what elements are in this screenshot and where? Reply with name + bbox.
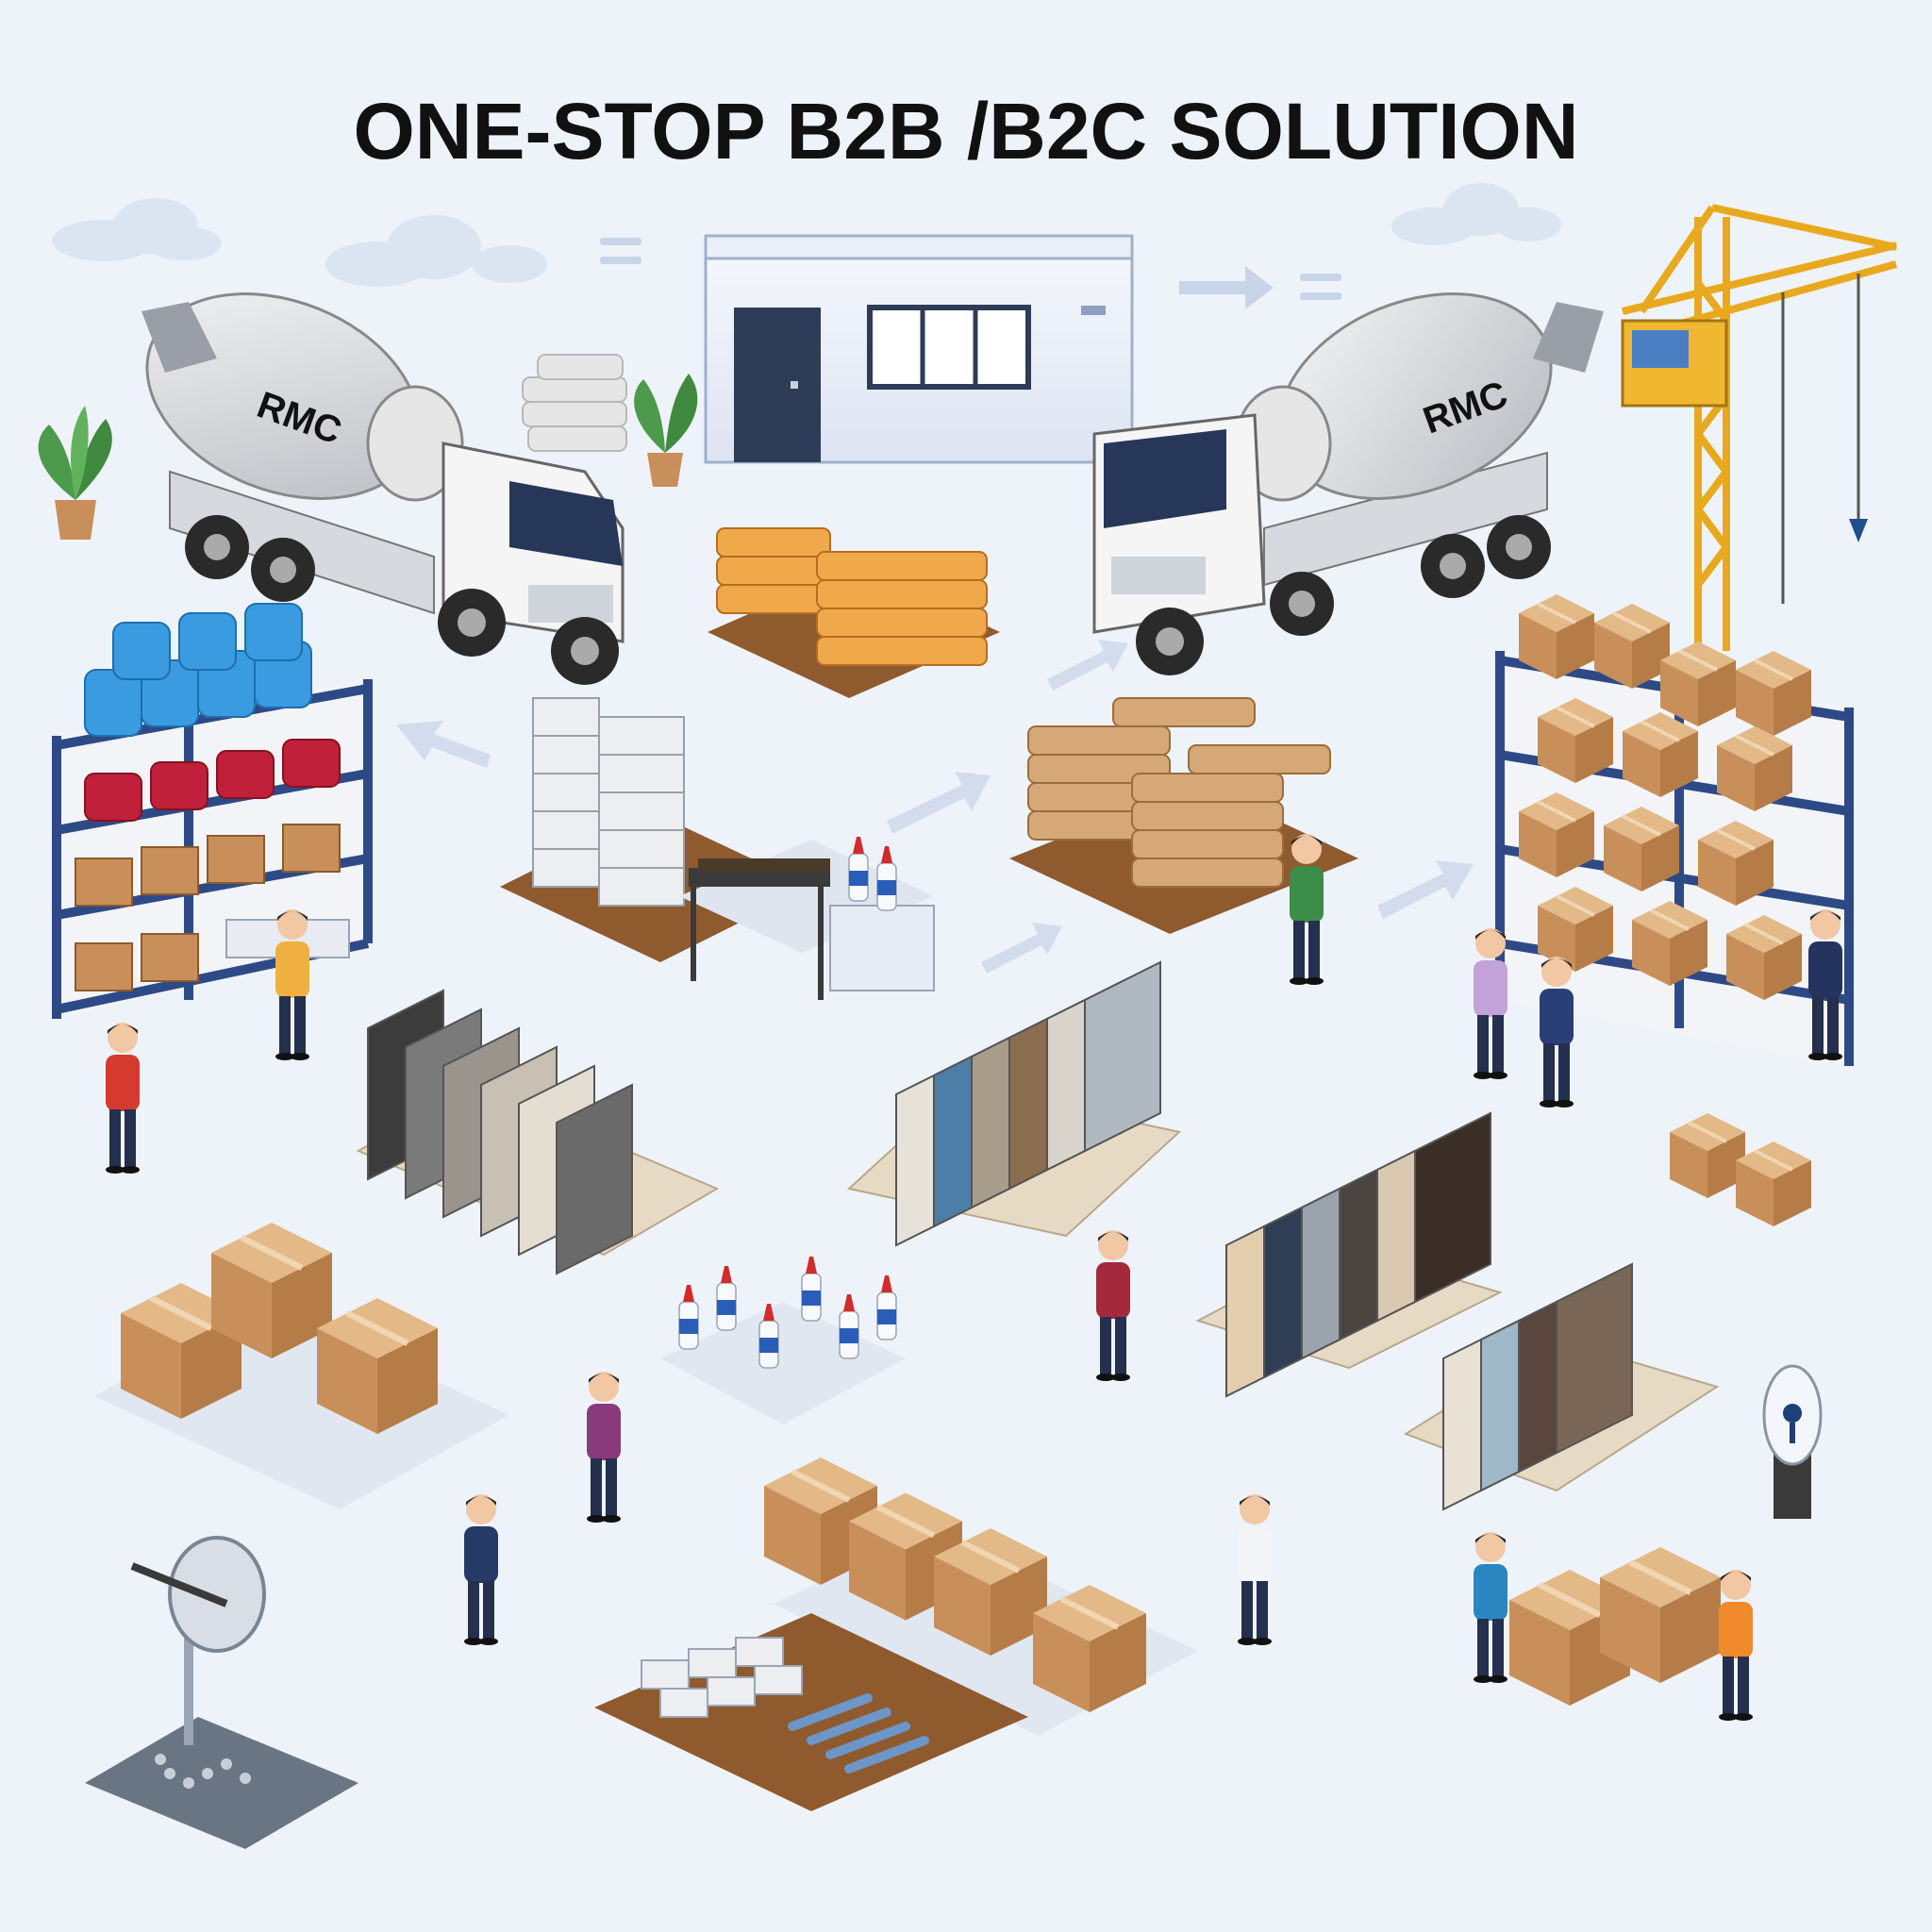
cardboard-bags-pallet [1009, 697, 1358, 934]
person-blue-shirt [1474, 1532, 1507, 1683]
concrete-blocks-pallet [500, 697, 811, 962]
tile-display-right-2 [1403, 1263, 1720, 1510]
person-navy-shirt [464, 1494, 498, 1645]
carton-pair-right [1668, 1111, 1813, 1228]
rmc-truck-left: RMC [142, 292, 625, 685]
rmc-truck-right: RMC [1092, 292, 1604, 675]
tower-crane [1621, 204, 1898, 651]
equals-icon [1300, 274, 1341, 300]
arrow-icon [887, 772, 991, 834]
person-purple-shirt [587, 1372, 621, 1523]
potted-plant [634, 374, 698, 487]
carton-cluster-center [764, 1457, 1198, 1736]
potted-plant [38, 406, 112, 540]
arrow-icon [396, 721, 491, 768]
person-lavender-shirt [1474, 928, 1507, 1079]
person-orange-shirt [1719, 1570, 1753, 1721]
equals-icon [600, 238, 641, 264]
cloud-icon [325, 215, 547, 287]
arrow-icon [1179, 266, 1274, 309]
arrow-icon [981, 923, 1062, 974]
person-maroon-shirt [1096, 1230, 1130, 1381]
page-title: ONE-STOP B2B /B2C SOLUTION [353, 87, 1578, 175]
cement-bags-pallet [708, 527, 1000, 698]
person-red-shirt [106, 1023, 140, 1174]
person-green-shirt [1290, 834, 1324, 985]
person-yellow-shirt [275, 909, 309, 1060]
tile-display-center [846, 961, 1182, 1246]
fasteners-pallet [594, 1613, 1028, 1811]
cement-bag-stack [522, 354, 627, 452]
cloud-icon [52, 198, 222, 261]
workbench [679, 840, 935, 1000]
tile-display-left [356, 990, 720, 1274]
arrow-icon [1377, 860, 1474, 919]
key-stand [1762, 1364, 1823, 1519]
tile-display-right-1 [1195, 1112, 1503, 1397]
adhesive-bottle-cluster [660, 1256, 906, 1424]
cutting-machine [85, 1536, 358, 1849]
office-building [704, 234, 1134, 464]
storage-rack-left [52, 603, 373, 1019]
cloud-icon [1391, 183, 1561, 245]
person-white-shirt [1238, 1494, 1272, 1645]
carton-cluster-right [1509, 1547, 1721, 1706]
carton-cluster-left [94, 1223, 509, 1509]
arrow-icon [1047, 640, 1128, 691]
person-navy-jacket [1540, 957, 1574, 1108]
